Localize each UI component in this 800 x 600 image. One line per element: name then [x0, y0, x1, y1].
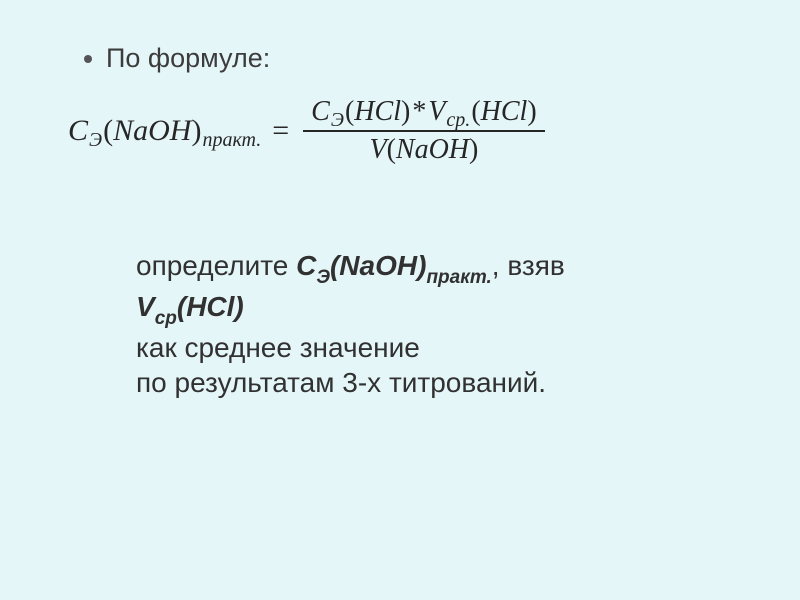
para-line1-a: определите [136, 250, 296, 281]
den-open: ( [387, 136, 396, 164]
num-close2: ) [527, 98, 536, 126]
para-line4: по результатам 3-х титрований. [136, 367, 546, 398]
bullet-row: По формуле: [84, 42, 752, 76]
bullet-dot-icon [84, 55, 92, 63]
sub-e: Э [89, 130, 102, 150]
fraction: C Э ( HCl ) * V ср. ( HCl ) V ( NaOH ) [303, 94, 544, 168]
num-arg1: HCl [354, 98, 401, 126]
formula: C Э ( NaOH ) практ. = C Э ( HCl ) * V ср… [68, 94, 752, 168]
numerator: C Э ( HCl ) * V ср. ( HCl ) [303, 94, 544, 130]
sub-prakt: практ. [202, 130, 261, 150]
num-arg2: HCl [481, 98, 528, 126]
para-V: V [136, 291, 155, 322]
para-C-rest: (NaOH) [330, 250, 426, 281]
paren-open: ( [103, 116, 113, 146]
formula-lhs: C Э ( NaOH ) практ. [68, 116, 262, 146]
den-close: ) [469, 136, 478, 164]
num-open1: ( [345, 98, 354, 126]
para-C: C [296, 250, 316, 281]
para-C-sub2: практ. [426, 267, 491, 288]
num-C: C [311, 98, 330, 126]
para-C-sub: Э [316, 267, 330, 288]
num-close1: ) [401, 98, 410, 126]
num-V: V [428, 98, 445, 126]
para-V-rest: (HCl) [177, 291, 244, 322]
den-V: V [369, 136, 386, 164]
num-open2: ( [471, 98, 480, 126]
para-line3: как среднее значение [136, 332, 420, 363]
num-V-sub: ср. [446, 110, 470, 130]
num-C-sub: Э [331, 110, 344, 130]
slide: По формуле: C Э ( NaOH ) практ. = C Э ( … [0, 0, 800, 600]
sym-C: C [68, 116, 88, 146]
paren-close: ) [191, 116, 201, 146]
para-line1-c: , взяв [492, 250, 565, 281]
para-V-sub: ср [155, 308, 177, 329]
instruction-paragraph: определите CЭ(NaOH)практ., взяв Vср(HCl)… [136, 248, 712, 401]
denominator: V ( NaOH ) [361, 132, 486, 168]
equals-sign: = [272, 116, 289, 146]
den-arg: NaOH [396, 136, 469, 164]
arg-naoh: NaOH [113, 116, 191, 146]
bullet-text: По формуле: [106, 42, 270, 76]
mult-sign: * [412, 98, 426, 126]
